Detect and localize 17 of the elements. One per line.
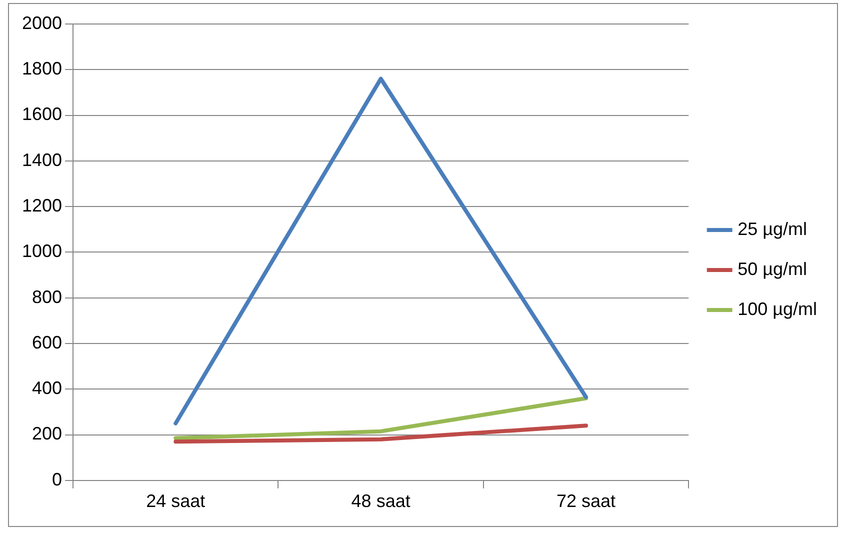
y-tick-label: 2000 — [22, 12, 62, 33]
y-tick-label: 200 — [32, 424, 62, 444]
y-tick-label: 1400 — [22, 150, 62, 170]
x-tick-label: 48 saat — [351, 491, 410, 512]
legend-label: 25 µg/ml — [738, 218, 807, 239]
legend-label: 100 µg/ml — [738, 298, 818, 319]
y-tick-label: 400 — [32, 378, 62, 398]
x-tick-label: 24 saat — [146, 491, 206, 512]
y-tick-label: 0 — [52, 469, 62, 490]
y-tick-label: 1600 — [22, 104, 62, 124]
y-tick-label: 1000 — [22, 241, 62, 262]
y-tick-label: 800 — [32, 286, 62, 307]
y-tick-label: 600 — [32, 332, 62, 352]
x-tick-label: 72 saat — [556, 491, 616, 512]
legend-label: 50 µg/ml — [738, 258, 807, 279]
y-tick-label: 1200 — [22, 196, 62, 216]
y-tick-label: 1800 — [22, 58, 62, 79]
